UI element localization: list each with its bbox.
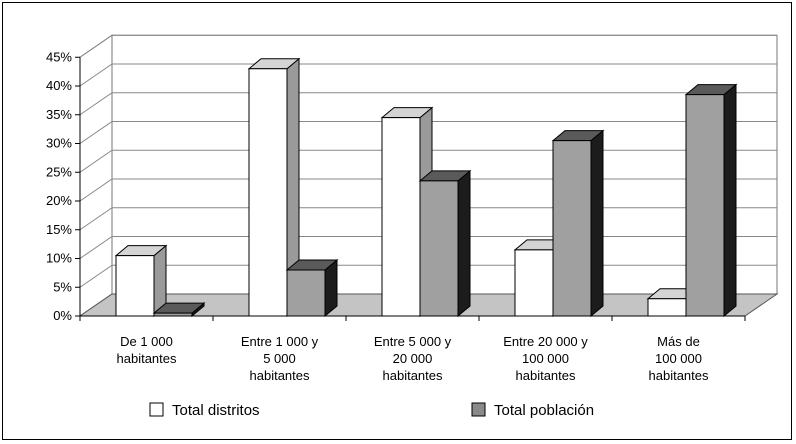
gridline	[79, 121, 777, 144]
bar-front	[248, 68, 288, 317]
gridline	[79, 34, 777, 58]
y-tick-label: 5%	[53, 279, 72, 294]
category-label: Entre 20 000 y	[503, 334, 588, 349]
category-label: Entre 5 000 y	[374, 334, 452, 349]
y-tick-label: 10%	[46, 251, 72, 266]
bar-front	[552, 140, 592, 317]
category-label: habitantes	[516, 368, 576, 383]
bar-front	[286, 269, 326, 317]
y-tick-label: 40%	[46, 78, 72, 93]
y-tick-label: 35%	[46, 107, 72, 122]
bar-side	[457, 169, 471, 318]
legend: Total distritos Total población	[149, 402, 594, 419]
x-axis: De 1 000 habitantes Entre 1 000 y 5 000 habi…	[79, 315, 746, 383]
category-label: habitantes	[250, 368, 310, 383]
gridline	[79, 92, 777, 116]
category-label: De 1 000	[120, 334, 173, 349]
bar	[114, 244, 168, 318]
bar-side	[723, 83, 737, 318]
bar-side	[590, 129, 604, 318]
category-label: 100 000	[522, 351, 569, 366]
legend-label: Total población	[494, 402, 594, 419]
y-tick-label: 20%	[46, 193, 72, 208]
bar-front	[419, 180, 459, 317]
y-axis: 0% 5% 10% 15% 20% 25% 30% 35% 40% 45%	[46, 49, 81, 323]
y-tick-label: 0%	[53, 308, 72, 323]
category-label: habitantes	[383, 368, 443, 383]
y-tick-label: 25%	[46, 164, 72, 179]
legend-swatch	[149, 402, 164, 417]
category-label: Más de	[657, 334, 700, 349]
category-label: 100 000	[655, 351, 702, 366]
bar	[418, 169, 472, 318]
bar	[285, 258, 339, 318]
category-label: Entre 1 000 y	[241, 334, 319, 349]
category-label: habitantes	[117, 351, 177, 366]
legend-label: Total distritos	[172, 402, 260, 419]
y-tick-label: 45%	[46, 49, 72, 64]
category-label: 20 000	[393, 351, 433, 366]
legend-item: Total población	[471, 402, 594, 419]
side-wall	[79, 34, 113, 317]
y-tick-label: 15%	[46, 222, 72, 237]
category-label: 5 000	[263, 351, 296, 366]
bar	[551, 129, 605, 318]
bar-front	[115, 255, 155, 317]
bar-front	[685, 94, 725, 317]
legend-item: Total distritos	[149, 402, 260, 419]
legend-swatch	[471, 402, 486, 417]
bar	[152, 302, 206, 318]
y-tick-label: 30%	[46, 136, 72, 151]
bar-front	[381, 117, 421, 317]
gridline	[79, 63, 777, 87]
bar-front	[514, 249, 554, 317]
bars	[114, 57, 738, 318]
category-label: habitantes	[649, 368, 709, 383]
bar-front	[647, 298, 687, 317]
bar	[247, 57, 301, 318]
bar	[684, 83, 738, 318]
